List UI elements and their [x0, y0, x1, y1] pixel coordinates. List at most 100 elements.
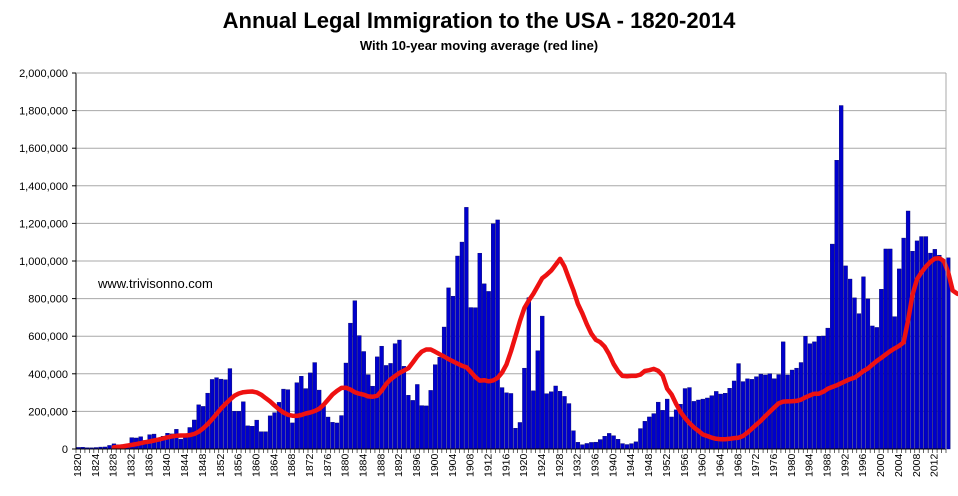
bar — [352, 300, 357, 450]
bar — [254, 419, 259, 450]
bar — [638, 428, 643, 450]
bar — [544, 393, 549, 450]
x-tick-label: 1856 — [233, 453, 245, 477]
x-tick-label: 2008 — [911, 453, 923, 477]
x-tick-label: 1888 — [375, 453, 387, 477]
x-tick-label: 1920 — [518, 453, 530, 477]
bar — [633, 441, 639, 450]
bar — [879, 289, 884, 450]
bar — [486, 291, 491, 450]
chart-subtitle: With 10-year moving average (red line) — [359, 38, 599, 53]
x-tick-label: 1844 — [179, 453, 191, 477]
bar — [259, 431, 264, 450]
bar — [758, 373, 763, 450]
bar — [508, 393, 514, 450]
bar — [803, 336, 808, 450]
bar — [642, 421, 647, 450]
bar — [522, 367, 527, 450]
x-tick-label: 1904 — [447, 453, 459, 477]
bar — [571, 430, 576, 450]
bar — [375, 356, 380, 450]
x-tick-label: 1864 — [268, 453, 280, 477]
y-tick-label: 1,000,000 — [19, 256, 68, 268]
watermark-text: www.trivisonno.com — [98, 276, 213, 291]
bar — [566, 403, 572, 450]
bar — [464, 207, 469, 450]
bar — [794, 367, 799, 450]
x-tick-label: 1852 — [215, 453, 227, 477]
x-tick-label: 1956 — [679, 453, 691, 477]
bar — [781, 341, 786, 450]
bar — [482, 283, 487, 450]
bar — [914, 240, 920, 450]
x-tick-label: 1980 — [786, 453, 798, 477]
moving-average-line — [111, 255, 958, 450]
y-tick-label: 2,000,000 — [19, 68, 68, 80]
bar — [312, 362, 317, 450]
bar — [709, 395, 714, 450]
x-tick-label: 1952 — [661, 453, 673, 477]
bar — [330, 422, 335, 450]
bar — [897, 268, 902, 450]
bar — [379, 345, 384, 450]
bar — [477, 252, 482, 450]
bar — [339, 415, 344, 450]
y-tick-label: 1,800,000 — [19, 106, 68, 118]
bar — [602, 436, 607, 450]
bar — [593, 441, 598, 450]
bar — [455, 255, 460, 450]
x-tick-label: 1908 — [465, 453, 477, 477]
y-tick-label: 1,200,000 — [19, 218, 68, 230]
x-tick-label: 1876 — [322, 453, 334, 477]
bar — [754, 376, 759, 450]
bar — [892, 316, 897, 450]
bar — [557, 391, 563, 450]
moving-average-layer — [111, 255, 958, 450]
x-tick-label: 1824 — [90, 453, 102, 477]
bar — [669, 416, 674, 450]
bar — [540, 315, 545, 450]
bar — [928, 252, 933, 450]
bar — [705, 397, 710, 450]
bar — [883, 248, 888, 450]
bar — [272, 412, 277, 450]
bar — [749, 379, 755, 450]
bar — [535, 350, 540, 450]
bar — [495, 219, 500, 450]
x-tick-label: 1964 — [714, 453, 726, 477]
x-tick-labels: 1820 1824 1828 1832 1836 1840 1844 1848 1852 1856… — [72, 453, 941, 477]
bar — [263, 431, 268, 450]
x-tick-label: 1936 — [590, 453, 602, 477]
x-tick-label: 1836 — [143, 453, 155, 477]
bar — [941, 262, 946, 450]
x-tick-label: 1928 — [554, 453, 566, 477]
bar — [401, 366, 407, 450]
bar — [406, 395, 411, 450]
bar — [865, 298, 871, 450]
bar — [383, 365, 389, 450]
bar — [223, 379, 228, 450]
bar — [174, 429, 179, 450]
x-tick-label: 1992 — [839, 453, 851, 477]
bar — [562, 396, 567, 450]
bar — [575, 442, 581, 450]
bar — [499, 387, 505, 450]
bar — [187, 427, 192, 450]
bar — [856, 313, 862, 450]
bar — [428, 390, 433, 450]
bar — [285, 389, 291, 450]
x-tick-label: 1892 — [393, 453, 405, 477]
axes — [75, 72, 947, 453]
x-tick-label: 2012 — [929, 453, 941, 477]
x-tick-label: 1872 — [304, 453, 316, 477]
bar — [624, 444, 630, 450]
bar — [910, 251, 915, 450]
x-tick-label: 1820 — [72, 453, 84, 477]
bar — [491, 223, 496, 450]
x-tick-label: 2000 — [875, 453, 887, 477]
bar — [334, 422, 340, 450]
bar — [834, 160, 839, 450]
bar — [700, 398, 705, 450]
y-tick-label: 400,000 — [28, 369, 68, 381]
